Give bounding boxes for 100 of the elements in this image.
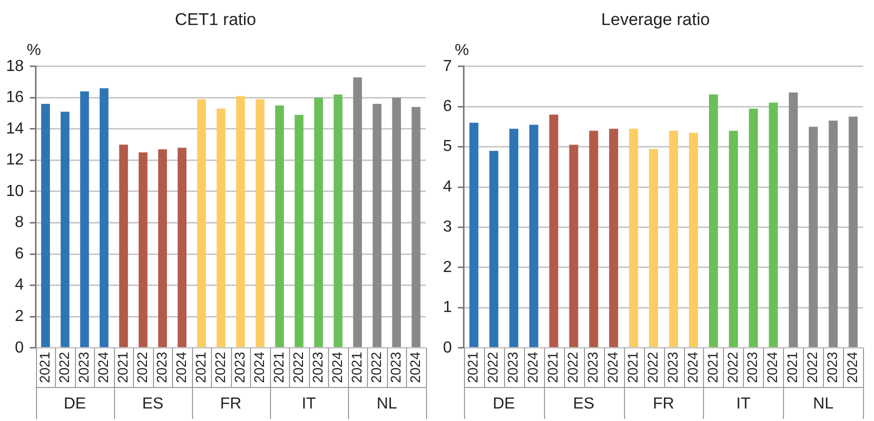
x-tick-label: 2023	[744, 352, 760, 384]
x-tick-label: 2022	[212, 352, 228, 384]
bar	[256, 99, 264, 348]
bar	[828, 120, 838, 348]
y-axis-title: %	[454, 42, 470, 59]
x-tick-label: 2023	[153, 352, 170, 384]
bar	[353, 77, 362, 348]
x-tick-label: 2024	[94, 352, 111, 384]
text: FR	[652, 395, 674, 412]
y-tick-label: 14	[6, 120, 24, 138]
x-tick-label: 2022	[368, 352, 384, 384]
text: IT	[302, 395, 316, 412]
bar	[688, 132, 698, 348]
x-tick-label: 2022	[484, 352, 501, 384]
bar	[314, 98, 323, 348]
x-tick-label: 2024	[172, 352, 189, 384]
bar	[60, 112, 70, 348]
bar	[41, 104, 50, 348]
y-tick-label: 4	[14, 276, 24, 294]
y-tick-label: 7	[442, 58, 452, 75]
bar	[768, 102, 778, 348]
x-tick-label: 2021	[348, 352, 364, 384]
x-tick-label: 2023	[387, 352, 404, 384]
x-tick-label: 2024	[764, 352, 780, 384]
bar	[848, 116, 858, 348]
y-tick-label: 1	[442, 299, 452, 316]
y-axis-title: %	[26, 42, 41, 59]
bar	[80, 91, 89, 348]
bar	[748, 108, 758, 348]
bar	[334, 94, 342, 348]
bar	[216, 108, 226, 348]
x-tick-label: 2024	[604, 352, 620, 384]
bar	[236, 96, 245, 348]
x-tick-label: 2022	[804, 352, 820, 384]
bar	[649, 148, 658, 348]
y-tick-label: 8	[14, 214, 24, 232]
x-tick-label: 2023	[824, 352, 840, 384]
text: DE	[64, 395, 86, 412]
y-tick-label: 5	[442, 138, 452, 156]
x-tick-label: 2021	[192, 352, 208, 384]
x-tick-label: 2023	[309, 352, 326, 384]
x-tick-label: 2023	[75, 352, 92, 384]
x-tick-label: 2023	[664, 352, 680, 384]
x-tick-label: 2021	[464, 352, 481, 384]
x-tick-label: 2021	[784, 352, 800, 384]
chart-title: CET1 ratio	[174, 10, 256, 29]
bar	[275, 105, 284, 348]
x-tick-label: 2024	[250, 352, 267, 384]
bar	[808, 126, 818, 348]
y-tick-label: 3	[442, 218, 452, 236]
x-tick-label: 2024	[844, 352, 860, 384]
bar	[138, 152, 148, 348]
x-tick-label: 2024	[524, 352, 541, 384]
bar	[178, 148, 186, 348]
x-tick-label: 2021	[36, 352, 52, 384]
bar	[509, 128, 518, 348]
bar	[372, 104, 382, 348]
bar	[728, 130, 738, 348]
bar	[569, 144, 578, 348]
bar	[197, 99, 206, 348]
chart-title: Leverage ratio	[601, 10, 710, 29]
x-tick-label: 2022	[134, 352, 150, 384]
x-tick-label: 2024	[406, 352, 423, 384]
y-tick-label: 6	[442, 98, 452, 116]
y-tick-label: 2	[14, 308, 24, 325]
x-tick-label: 2024	[684, 352, 700, 384]
x-tick-label: 2021	[624, 352, 640, 384]
y-tick-label: 2	[442, 258, 452, 276]
y-tick-label: 0	[14, 339, 24, 356]
text: IT	[736, 395, 751, 412]
bar	[549, 114, 558, 348]
x-tick-label: 2023	[584, 352, 601, 384]
x-tick-label: 2023	[231, 352, 248, 384]
text: ES	[573, 395, 594, 412]
bar	[100, 88, 108, 348]
x-tick-label: 2021	[114, 352, 130, 384]
x-tick-label: 2021	[270, 352, 286, 384]
y-tick-label: 12	[6, 152, 24, 169]
bar	[412, 107, 420, 348]
bar	[529, 124, 538, 348]
x-tick-label: 2022	[724, 352, 740, 384]
bar	[609, 128, 618, 348]
x-tick-label: 2022	[644, 352, 660, 384]
y-tick-label: 4	[442, 178, 452, 196]
y-tick-label: 6	[14, 245, 24, 262]
bar	[119, 144, 128, 348]
bar	[489, 150, 498, 348]
bar	[788, 92, 798, 348]
x-tick-label: 2022	[56, 352, 72, 384]
x-tick-label: 2023	[504, 352, 521, 384]
x-tick-label: 2022	[290, 352, 306, 384]
x-tick-label: 2021	[544, 352, 561, 384]
y-tick-label: 16	[6, 89, 24, 106]
bar	[392, 98, 401, 348]
text: NL	[813, 395, 834, 412]
text: ES	[142, 395, 164, 412]
bar	[629, 128, 638, 348]
bar	[294, 114, 304, 348]
bar	[708, 94, 718, 348]
y-tick-label: 18	[6, 58, 24, 75]
